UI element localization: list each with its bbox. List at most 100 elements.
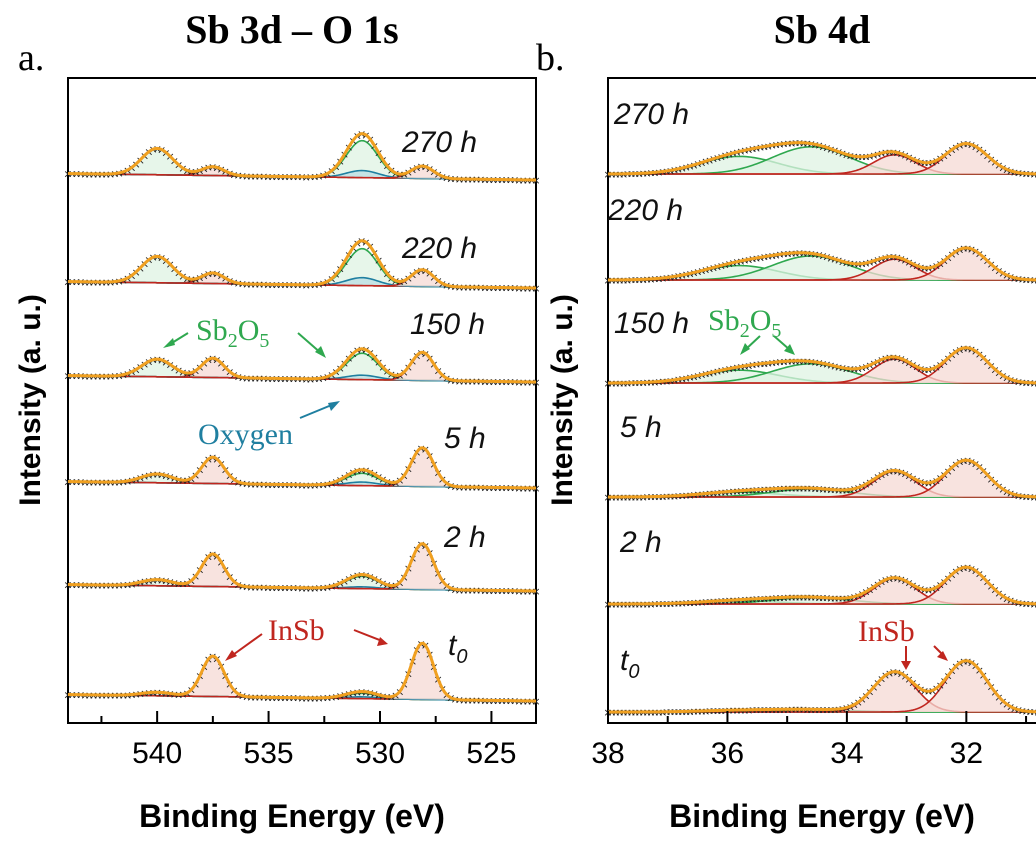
panel-a: a. Sb 3d – O 1s ××××××××××××××××××××××××…	[14, 7, 541, 834]
panel-b-title: Sb 4d	[774, 7, 871, 52]
oxygen-arrowhead	[328, 401, 340, 411]
sb2o5-annotation-b: Sb2O5	[708, 304, 781, 342]
component-fill-sb2o5	[608, 256, 1036, 280]
spectrum-label: 150 h	[614, 307, 689, 340]
envelope-fit	[607, 346, 1036, 385]
data-point: ×	[531, 695, 540, 708]
component-fill-insb	[68, 643, 536, 701]
x-tick-label: 36	[711, 737, 744, 770]
spectrum-label: 150 h	[410, 308, 485, 341]
envelope-fit	[67, 542, 537, 593]
data-point: ×	[531, 376, 540, 389]
spectrum-4: ××××××××××××××××××××××××××××××××××××××××…	[63, 538, 540, 598]
data-point: ×	[603, 168, 612, 181]
spectrum-label: 5 h	[444, 422, 486, 455]
envelope-fit	[607, 141, 1036, 176]
component-fill-sb2o5	[608, 265, 1036, 280]
insb-arrow-left	[229, 633, 263, 658]
component-fill-sb2o5	[68, 473, 536, 488]
x-tick-label: 38	[591, 737, 624, 770]
panel-b-y-axis-label: Intensity (a. u.)	[546, 294, 579, 506]
panel-a-y-axis-label: Intensity (a. u.)	[14, 294, 47, 506]
component-fill-sb2o5	[608, 156, 1036, 174]
x-tick-label: 530	[355, 737, 405, 770]
spectrum-label: 220 h	[401, 232, 477, 265]
spectrum-5: ××××××××××××××××××××××××××××××××××××××××…	[603, 655, 1036, 719]
spectrum-2: ××××××××××××××××××××××××××××××××××××××××…	[603, 342, 1036, 390]
component-fill-sb2o5	[68, 148, 536, 180]
subscript: 0	[456, 646, 467, 668]
component-fill-insb	[608, 347, 1036, 383]
panel-b-x-axis-label: Binding Energy (eV)	[669, 798, 975, 834]
component-fill-insb	[68, 269, 536, 288]
spectrum-4: ××××××××××××××××××××××××××××××××××××××××…	[603, 561, 1036, 611]
data-point: ×	[531, 174, 540, 187]
spectrum-1: ××××××××××××××××××××××××××××××××××××××××…	[603, 242, 1036, 287]
x-tick-label: 32	[950, 737, 983, 770]
sb2o5-arrowhead-b-left	[740, 343, 750, 355]
envelope-fit	[67, 347, 537, 384]
spectrum-label: 220 h	[607, 194, 683, 227]
component-fill-sb2o5	[68, 256, 536, 288]
data-point: ×	[603, 598, 612, 611]
panel-b-plot: ××××××××××××××××××××××××××××××××××××××××…	[603, 98, 1036, 719]
formula-part: Sb	[196, 314, 228, 347]
panel-a-x-axis-label: Binding Energy (eV)	[139, 798, 445, 834]
panel-b-x-ticks: 38 36 34 32	[591, 711, 1028, 770]
spectrum-3: ××××××××××××××××××××××××××××××××××××××××…	[63, 442, 540, 495]
component-fill-sb2o5	[608, 146, 1036, 174]
component-fill-insb	[608, 567, 1036, 604]
spectrum-label: 5 h	[620, 411, 662, 444]
envelope-fit	[67, 446, 537, 490]
insb-arrowhead-b-right	[937, 651, 948, 661]
panel-b-frame	[607, 77, 1036, 724]
data-point: ×	[603, 274, 612, 287]
component-fill-insb	[68, 543, 536, 591]
sb2o5-arrowhead-left	[163, 338, 175, 348]
component-fill-insb	[608, 248, 1036, 280]
spectrum-label: 270 h	[613, 98, 689, 131]
data-point: ×	[603, 491, 612, 504]
subscript: 2	[740, 320, 750, 342]
x-tick-label: 34	[830, 737, 863, 770]
envelope-fit	[607, 458, 1036, 499]
panel-a-x-ticks: 540 535 530 525	[100, 711, 516, 770]
envelope-fit	[607, 246, 1036, 282]
formula-part: Sb	[708, 304, 740, 337]
subscript: 5	[259, 330, 269, 352]
envelope-fit	[67, 239, 537, 290]
panel-a-annotations: Sb2O5 Oxygen InSb	[163, 314, 388, 661]
panel-a-plot: ××××××××××××××××××××××××××××××××××××××××…	[63, 126, 540, 708]
spectrum-label: 2 h	[619, 526, 662, 559]
component-fill-insb	[608, 460, 1036, 497]
subscript: 0	[628, 661, 639, 683]
panel-a-title: Sb 3d – O 1s	[185, 7, 398, 52]
panel-a-frame	[67, 77, 537, 724]
oxygen-annotation: Oxygen	[198, 418, 293, 451]
panel-b-annotations: Sb2O5 InSb	[708, 304, 948, 670]
envelope-fit	[67, 641, 537, 703]
panel-b: b. Sb 4d ×××××××××××××××××××××××××××××××…	[536, 7, 1036, 834]
spectrum-5: ××××××××××××××××××××××××××××××××××××××××…	[63, 637, 540, 708]
data-point: ×	[603, 377, 612, 390]
component-fill-insb	[68, 166, 536, 180]
subscript: 2	[228, 330, 238, 352]
formula-part: O	[238, 314, 260, 347]
envelope-fit	[607, 565, 1036, 606]
component-fill-insb	[68, 352, 536, 382]
insb-arrowhead-left	[225, 650, 237, 661]
panel-b-letter: b.	[536, 37, 565, 79]
spectrum-2: ××××××××××××××××××××××××××××××××××××××××…	[63, 343, 540, 389]
component-fill-insb	[608, 143, 1036, 174]
spectrum-0: ××××××××××××××××××××××××××××××××××××××××…	[603, 137, 1036, 181]
formula-part: O	[750, 304, 772, 337]
data-point: ×	[531, 282, 540, 295]
spectrum-3: ××××××××××××××××××××××××××××××××××××××××…	[603, 454, 1036, 504]
envelope-fit	[607, 659, 1036, 714]
component-fill-sb2o5	[608, 363, 1036, 383]
spectrum-0: ××××××××××××××××××××××××××××××××××××××××…	[63, 128, 540, 187]
component-fill-sb2o5	[608, 597, 1036, 604]
sb2o5-annotation-a: Sb2O5	[196, 314, 269, 352]
sb2o5-arrowhead-right	[315, 346, 326, 358]
